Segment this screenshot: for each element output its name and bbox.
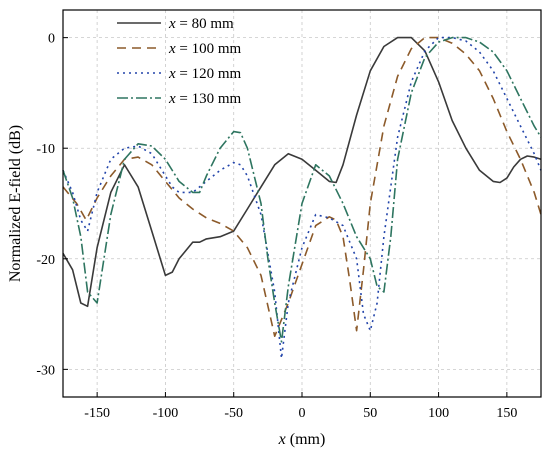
legend-variable: x: [168, 16, 176, 32]
series-line-2: [62, 36, 542, 338]
legend-entry-1: x = 80 mm: [168, 16, 234, 32]
series-layer: [62, 36, 542, 360]
legend-variable: x: [168, 66, 176, 82]
x-tick-label: -150: [84, 406, 110, 421]
x-tick-label: -50: [224, 406, 243, 421]
legend-variable: x: [168, 91, 176, 107]
y-tick-label: -20: [36, 253, 55, 268]
x-tick-label: 50: [363, 406, 377, 421]
legend-value: = 80 mm: [176, 16, 234, 32]
x-tick-label: -100: [153, 406, 179, 421]
y-axis-label: Normalized E-field (dB): [7, 125, 24, 282]
x-tick-label: 100: [428, 406, 449, 421]
x-axis-unit: (mm): [286, 431, 326, 448]
series-line-4: [62, 36, 542, 343]
y-tick-label: 0: [48, 32, 55, 47]
axis-ticks: -150 -100 -50 0 50 100 150 0 -10 -20 -30: [36, 32, 517, 421]
x-tick-label: 150: [496, 406, 517, 421]
legend-entry-4: x = 130 mm: [168, 91, 242, 107]
x-tick-label: 0: [299, 406, 306, 421]
legend-variable: x: [168, 41, 176, 57]
legend-value: = 120 mm: [176, 66, 242, 82]
y-tick-label: -30: [36, 363, 55, 378]
x-axis-label: x (mm): [278, 431, 326, 448]
legend-value: = 130 mm: [176, 91, 242, 107]
series-line-1: [62, 36, 542, 308]
legend-value: = 100 mm: [176, 41, 242, 57]
x-axis-variable: x: [278, 431, 286, 448]
y-tick-label: -10: [36, 142, 55, 157]
legend-entry-2: x = 100 mm: [168, 41, 242, 57]
legend-entry-3: x = 120 mm: [168, 66, 242, 82]
legend: x = 80 mmx = 100 mmx = 120 mmx = 130 mm: [117, 16, 242, 107]
